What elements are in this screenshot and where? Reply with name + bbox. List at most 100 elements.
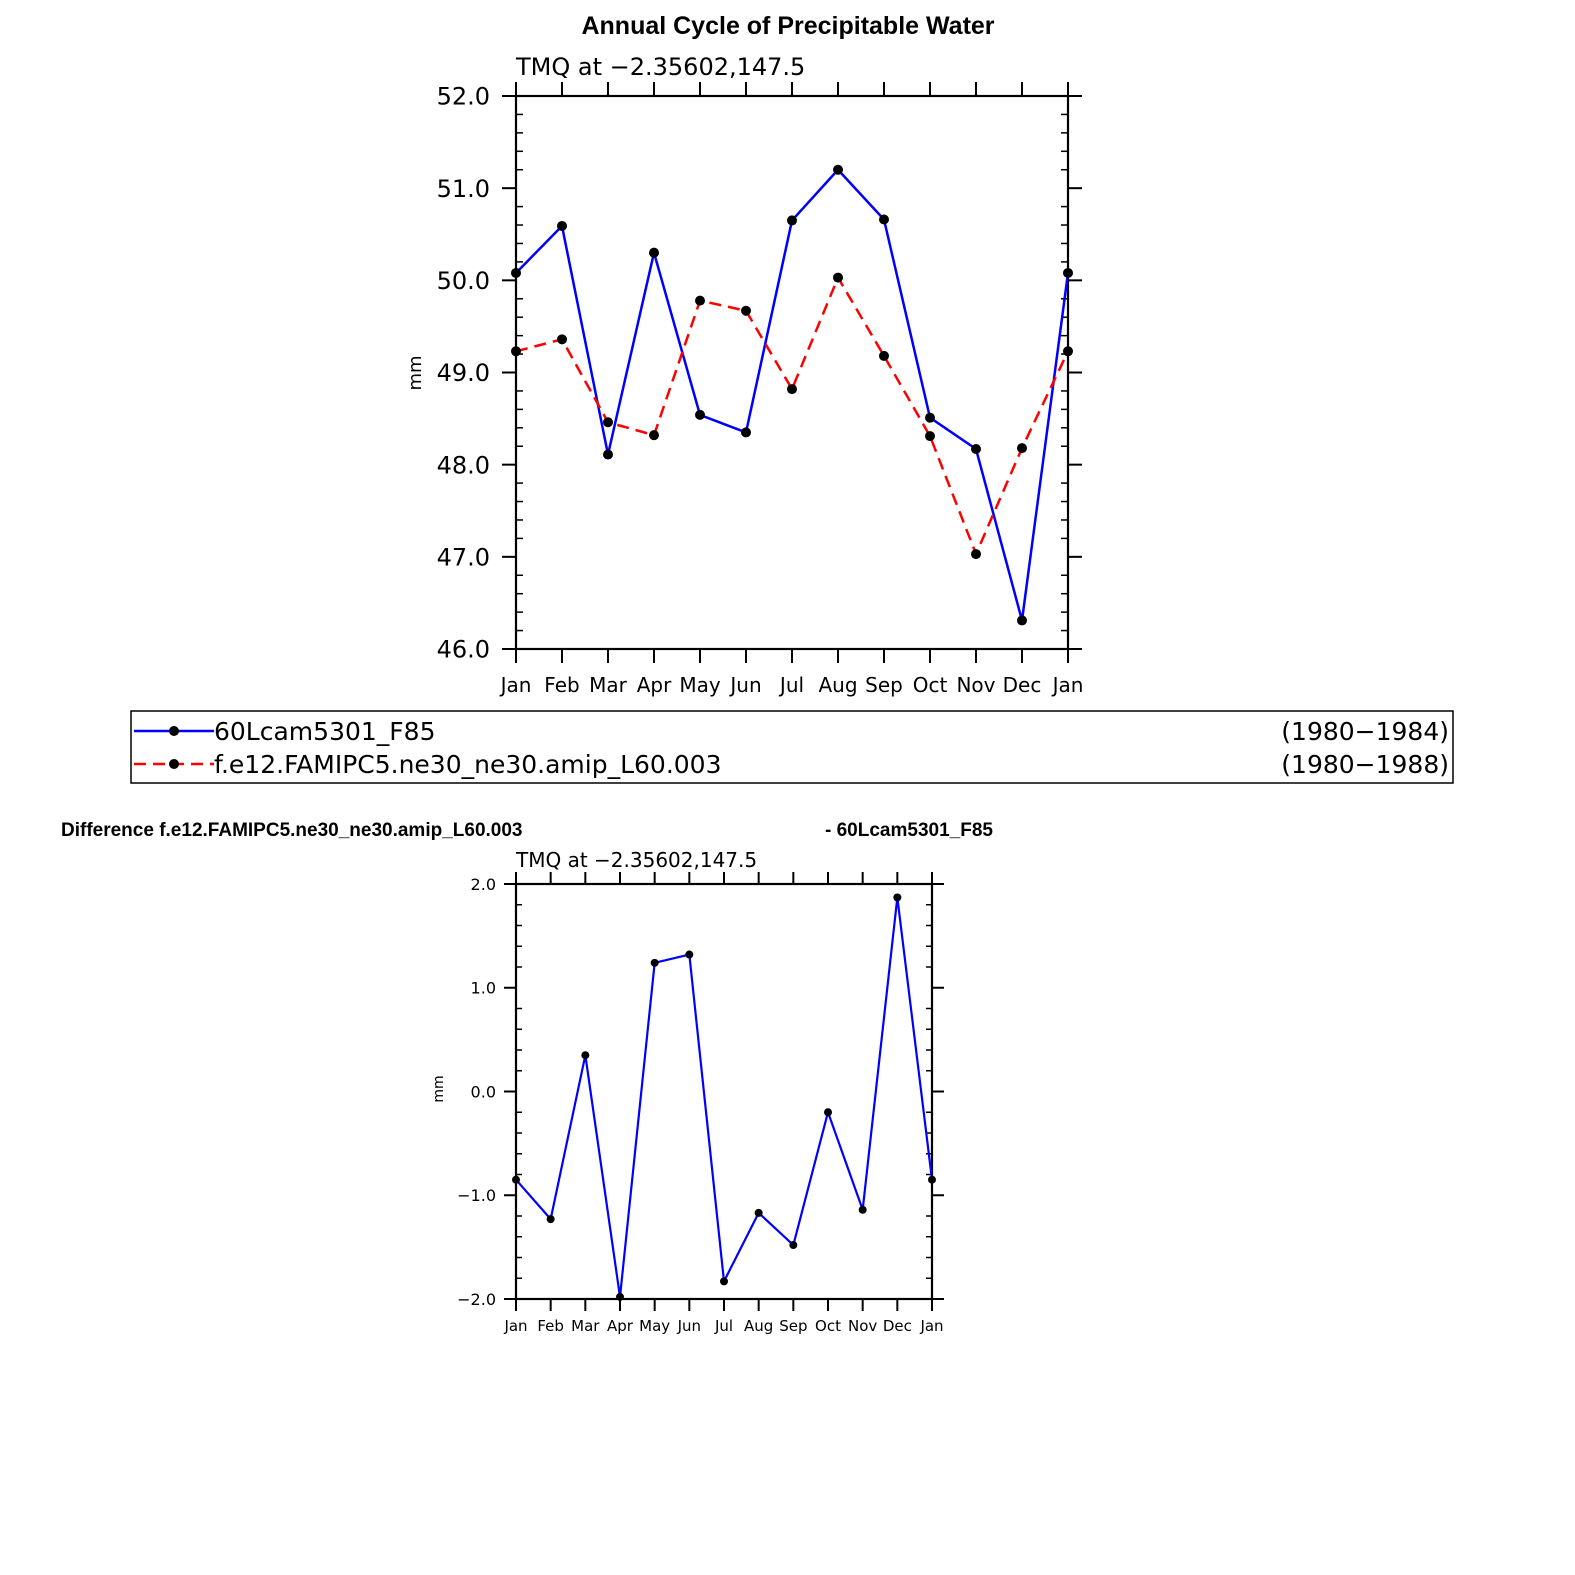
chart2-series-1-point [824,1108,832,1117]
chart2-series-1-point [685,950,694,959]
chart1-series-line-1 [515,168,1070,622]
chart2-series-1-point [789,1241,798,1250]
chart1-series-2-point [787,384,797,395]
chart2-series-line-1 [515,896,934,1299]
annual-cycle-chart: TMQ at −2.35602,147.5 mm 46.0 47.0 48.0 49.… [405,53,1083,697]
chart1-series-1-point [557,220,567,231]
legend-entry-2: f.e12.FAMIPC5.ne30_ne30.amip_L60.003 (19… [134,750,1449,779]
chart1-series-1-point [971,443,981,454]
chart1-y-tick-label: 52.0 [437,83,490,111]
chart1-series-2-point [971,549,981,560]
chart1-x-tick-label: Oct [913,673,948,697]
chart2-series-1-point [754,1208,763,1217]
chart2-series-1-point [616,1292,624,1301]
chart2-y-tick-label: −2.0 [457,1290,496,1309]
chart2-x-tick-label: Jan [503,1317,527,1335]
chart1-series-2-point [925,431,935,442]
chart1-y-axis-label: mm [405,355,426,390]
chart2-x-tick-label: Aug [744,1317,773,1335]
chart2-series-1-point [720,1277,728,1286]
chart2-y-tick-label: 0.0 [471,1082,496,1101]
chart1-x-tick-label: May [679,673,721,697]
chart2-series-1-point [858,1205,867,1214]
chart2-y-axis-label: mm [431,1075,447,1102]
chart1-series-2-point [741,305,751,316]
chart1-y-tick-label: 47.0 [437,543,490,571]
chart1-series-2-point [649,430,659,441]
chart2-x-tick-label: Oct [815,1317,841,1335]
legend-box [130,710,1454,784]
chart1-subtitle: TMQ at −2.35602,147.5 [515,53,805,81]
chart1-series-2-point [1063,346,1073,357]
chart1-y-tick-label: 50.0 [437,267,490,295]
chart1-x-tick-label: Nov [956,673,995,697]
chart1-x-tick-label: Jan [499,673,532,697]
chart1-series-2-point [603,417,613,428]
chart2-x-tick-label: Sep [779,1317,807,1335]
legend-label-1: 60Lcam5301_F85 [214,717,435,746]
chart1-series-1-point [925,412,935,423]
chart1-x-tick-label: Aug [818,673,857,697]
chart2-series-1-point [581,1051,590,1060]
chart2-x-tick-label: May [639,1317,670,1335]
main-title: Annual Cycle of Precipitable Water [581,12,994,40]
difference-title-right: - 60Lcam5301_F85 [825,820,993,841]
chart2-y-tick-label: 2.0 [471,875,496,894]
chart2-x-tick-label: Jul [714,1317,733,1335]
chart1-x-tick-label: Feb [544,673,579,697]
difference-title-left: Difference f.e12.FAMIPC5.ne30_ne30.amip_… [61,820,523,841]
legend-marker-2 [169,759,179,769]
chart2-x-tick-label: Jan [919,1317,943,1335]
chart2-x-tick-label: Nov [848,1317,877,1335]
legend-period-1: (1980−1984) [1281,717,1449,746]
chart1-series-1-point [879,214,889,225]
chart1-series-2-point [557,334,567,345]
chart1-x-tick-label: Jan [1051,673,1084,697]
chart2-x-tick-label: Jun [677,1317,701,1335]
chart2-series-1-point [893,893,902,902]
chart1-series-1-point [603,449,613,460]
chart1-x-tick-label: Jul [778,673,804,697]
legend-period-2: (1980−1988) [1281,750,1449,779]
chart1-series-2-point [695,295,705,306]
chart1-series-1-point [649,247,659,258]
chart1-y-tick-label: 48.0 [437,451,490,479]
chart1-x-tick-label: Jun [728,673,761,697]
chart1-series-2-point [511,346,521,357]
chart1-series-1-point [1017,615,1027,626]
chart2-y-tick-label: 1.0 [471,979,496,998]
chart1-plot-frame [514,94,1070,651]
chart1-series-2-point [833,272,843,283]
chart2-series-1-point [650,958,659,967]
chart2-series-1-point [546,1215,555,1224]
legend-entry-1: 60Lcam5301_F85 (1980−1984) [134,717,1449,746]
chart1-series-2-point [1017,443,1027,454]
chart1-series-1-point [787,215,797,226]
chart1-legend: 60Lcam5301_F85 (1980−1984) f.e12.FAMIPC5… [130,710,1454,784]
chart1-y-tick-label: 51.0 [437,175,490,203]
chart1-series-line-2 [515,276,1070,556]
chart1-y-tick-label: 49.0 [437,359,490,387]
chart2-x-tick-label: Mar [571,1317,600,1335]
chart1-series-1-point [833,164,843,175]
chart2-series-1-point [512,1175,520,1184]
chart1-series-2-point [879,350,889,361]
difference-chart: TMQ at −2.35602,147.5 mm −2.0 −1.0 0.0 1.0 2… [431,848,944,1335]
chart2-series-1-point [928,1175,936,1184]
chart2-x-tick-label: Dec [883,1317,912,1335]
chart1-x-tick-label: Mar [589,673,628,697]
chart2-subtitle: TMQ at −2.35602,147.5 [515,848,757,872]
chart1-series-1-point [741,427,751,438]
chart1-series-1-point [695,409,705,420]
chart1-x-tick-label: Dec [1003,673,1042,697]
chart1-x-tick-label: Sep [865,673,903,697]
chart2-y-tick-label: −1.0 [457,1186,496,1205]
legend-label-2: f.e12.FAMIPC5.ne30_ne30.amip_L60.003 [214,750,722,779]
chart1-series-1-point [511,267,521,278]
legend-marker-1 [169,726,179,736]
chart1-series-1-point [1063,267,1073,278]
chart1-x-tick-label: Apr [637,673,672,697]
chart2-x-tick-label: Apr [607,1317,634,1335]
chart2-x-tick-label: Feb [537,1317,564,1335]
